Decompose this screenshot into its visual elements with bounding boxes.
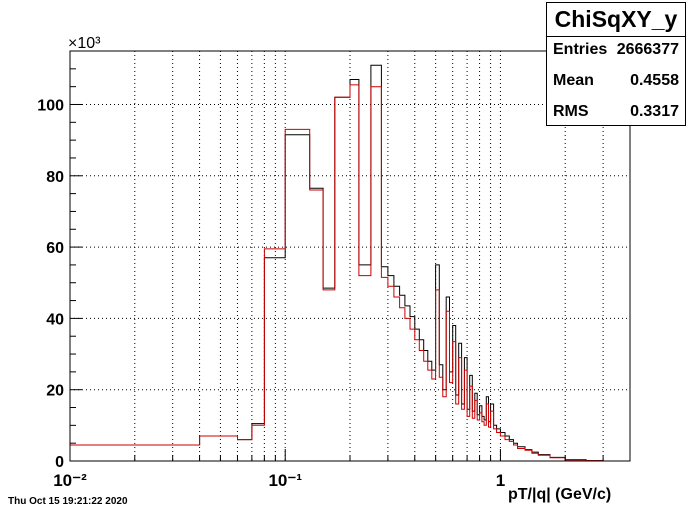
histogram-series-1	[69, 64, 630, 462]
axes	[69, 50, 631, 462]
rms-label: RMS	[553, 103, 589, 120]
footer-date: Thu Oct 15 19:21:22 2020	[8, 496, 128, 507]
histogram-series-2	[69, 84, 630, 462]
y-tick-label: 80	[46, 169, 64, 186]
stats-box: ChiSqXY_y Entries 2666377 Mean 0.4558 RM…	[546, 2, 686, 126]
x-axis-title: pT/|q| (GeV/c)	[508, 486, 612, 503]
y-tick-label: 20	[46, 383, 64, 400]
mean-label: Mean	[553, 72, 594, 89]
y-axis-multiplier: ×10³	[68, 35, 101, 52]
rms-value: 0.3317	[630, 103, 679, 120]
y-tick-label: 100	[37, 97, 64, 114]
y-tick-label: 40	[46, 311, 64, 328]
mean-value: 0.4558	[630, 72, 679, 89]
entries-value: 2666377	[616, 41, 679, 58]
x-tick-label: 10⁻²	[53, 471, 87, 490]
histogram-series	[69, 64, 630, 462]
y-tick-label: 60	[46, 240, 64, 257]
entries-label: Entries	[553, 41, 608, 58]
x-tick-label: 1	[496, 471, 505, 490]
x-tick-label: 10⁻¹	[268, 471, 302, 490]
stats-title: ChiSqXY_y	[547, 3, 685, 37]
tick-labels: 0 20 40 60 80 100 10⁻² 10⁻¹ 1	[37, 97, 505, 490]
y-tick-label: 0	[55, 454, 64, 471]
